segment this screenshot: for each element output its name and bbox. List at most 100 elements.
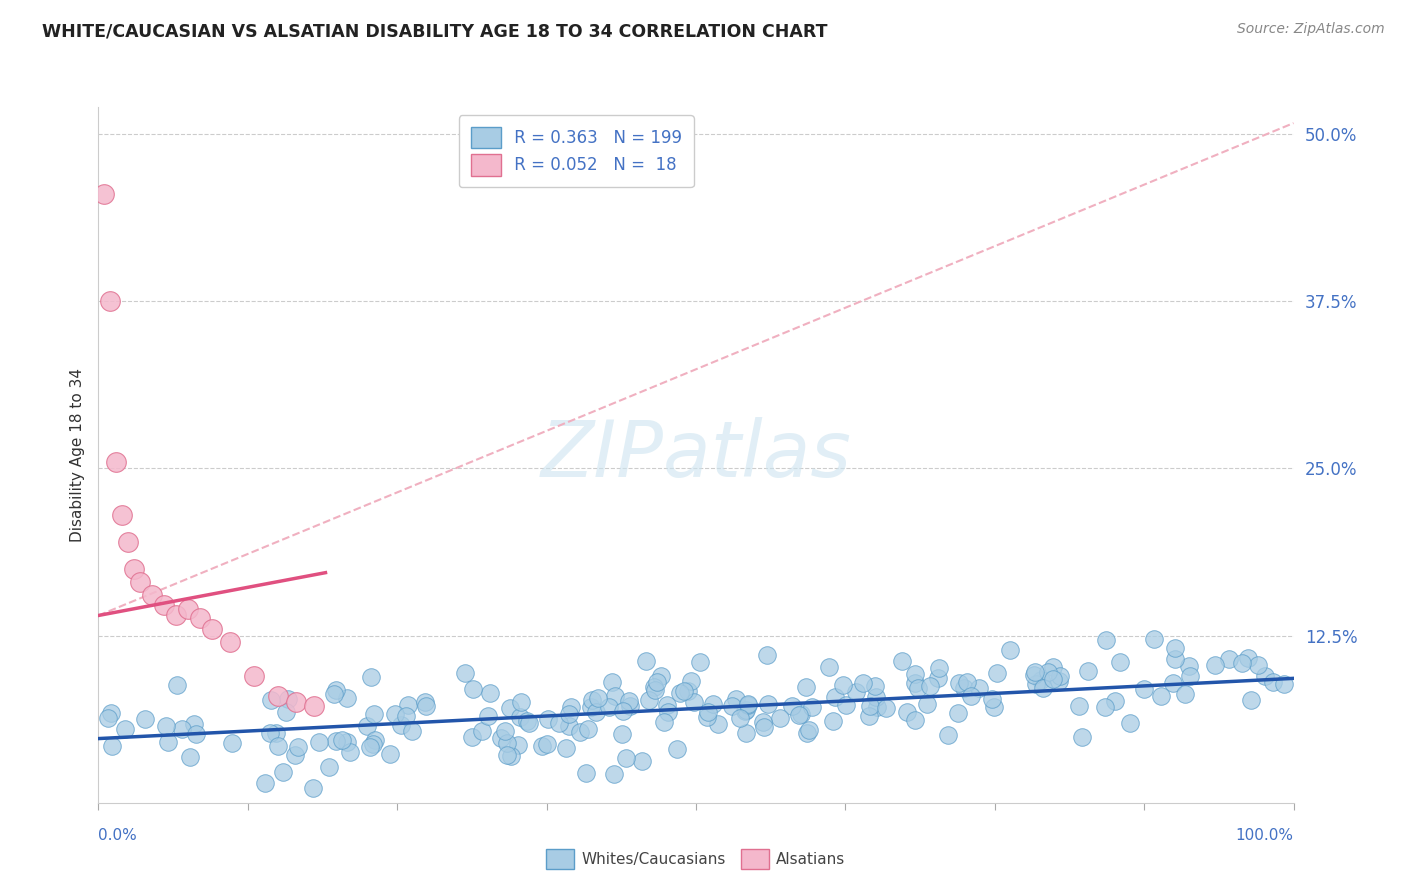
Point bbox=[558, 719, 581, 733]
Point bbox=[581, 692, 603, 706]
Point bbox=[506, 738, 529, 752]
Point bbox=[1024, 668, 1046, 682]
Point bbox=[395, 709, 418, 723]
Point bbox=[156, 735, 179, 749]
Point bbox=[129, 575, 152, 590]
Point bbox=[585, 705, 607, 719]
Point bbox=[794, 680, 817, 694]
Point bbox=[981, 692, 1004, 706]
Point bbox=[134, 712, 156, 726]
Point bbox=[1000, 642, 1022, 657]
Point bbox=[111, 508, 134, 523]
Point bbox=[614, 750, 637, 764]
Point bbox=[956, 674, 979, 689]
Point bbox=[389, 718, 412, 732]
Point bbox=[267, 689, 290, 703]
Point bbox=[1109, 655, 1132, 669]
Point bbox=[697, 705, 720, 719]
Point bbox=[510, 695, 533, 709]
Point bbox=[489, 731, 512, 746]
Point bbox=[696, 710, 718, 724]
Point bbox=[114, 722, 136, 736]
Point bbox=[361, 737, 384, 751]
Point bbox=[1042, 672, 1064, 686]
Point bbox=[1174, 687, 1197, 701]
Point bbox=[101, 739, 124, 754]
Point bbox=[579, 699, 602, 714]
Point bbox=[141, 589, 163, 603]
Point bbox=[702, 697, 724, 711]
Y-axis label: Disability Age 18 to 34: Disability Age 18 to 34 bbox=[69, 368, 84, 542]
Point bbox=[284, 696, 307, 710]
Point bbox=[1261, 675, 1284, 690]
Point bbox=[284, 748, 307, 763]
Point bbox=[630, 754, 652, 768]
Point bbox=[634, 654, 657, 668]
Point bbox=[734, 704, 756, 718]
Point bbox=[1042, 660, 1064, 674]
Point bbox=[896, 705, 918, 719]
Point bbox=[619, 693, 641, 707]
Point bbox=[531, 739, 554, 753]
Point bbox=[499, 749, 522, 764]
Point bbox=[1038, 665, 1060, 679]
Point bbox=[863, 679, 886, 693]
Point bbox=[1254, 668, 1277, 682]
Point bbox=[454, 666, 477, 681]
Point bbox=[575, 766, 598, 780]
Point bbox=[1218, 651, 1240, 665]
Point bbox=[891, 654, 914, 668]
Point bbox=[983, 700, 1005, 714]
Point bbox=[568, 724, 591, 739]
Point bbox=[536, 738, 558, 752]
Point bbox=[336, 735, 359, 749]
Point bbox=[287, 739, 309, 754]
Point bbox=[253, 775, 276, 789]
Point bbox=[644, 683, 666, 698]
Point bbox=[683, 695, 706, 709]
Point bbox=[301, 781, 323, 796]
Point bbox=[471, 724, 494, 739]
Point bbox=[948, 676, 970, 690]
Point bbox=[384, 707, 406, 722]
Point bbox=[155, 719, 177, 733]
Point bbox=[325, 683, 347, 698]
Point bbox=[219, 635, 242, 649]
Point bbox=[904, 667, 927, 681]
Point bbox=[817, 660, 839, 674]
Point bbox=[259, 726, 281, 740]
Point bbox=[832, 677, 855, 691]
Point bbox=[1025, 677, 1047, 691]
Point bbox=[273, 764, 295, 779]
Point bbox=[800, 700, 823, 714]
Point bbox=[666, 741, 689, 756]
Point bbox=[657, 705, 679, 719]
Point bbox=[936, 728, 959, 742]
Point bbox=[904, 714, 927, 728]
Point bbox=[576, 722, 599, 736]
Point bbox=[1232, 656, 1254, 670]
Point bbox=[460, 731, 482, 745]
Legend: Whites/Caucasians, Alsatians: Whites/Caucasians, Alsatians bbox=[540, 843, 852, 875]
Point bbox=[179, 750, 201, 764]
Point bbox=[1032, 681, 1054, 695]
Point bbox=[519, 715, 541, 730]
Point bbox=[105, 455, 128, 469]
Point bbox=[638, 692, 661, 706]
Point bbox=[681, 673, 703, 688]
Point bbox=[643, 680, 665, 694]
Point bbox=[396, 698, 419, 712]
Point bbox=[610, 727, 633, 741]
Point bbox=[554, 741, 576, 756]
Point bbox=[1163, 676, 1185, 690]
Point bbox=[959, 689, 981, 703]
Point bbox=[865, 699, 887, 714]
Point bbox=[967, 681, 990, 696]
Point bbox=[721, 698, 744, 713]
Point bbox=[1118, 715, 1140, 730]
Point bbox=[755, 648, 778, 662]
Point bbox=[183, 717, 205, 731]
Point bbox=[728, 711, 751, 725]
Point bbox=[97, 711, 120, 725]
Point bbox=[359, 740, 381, 755]
